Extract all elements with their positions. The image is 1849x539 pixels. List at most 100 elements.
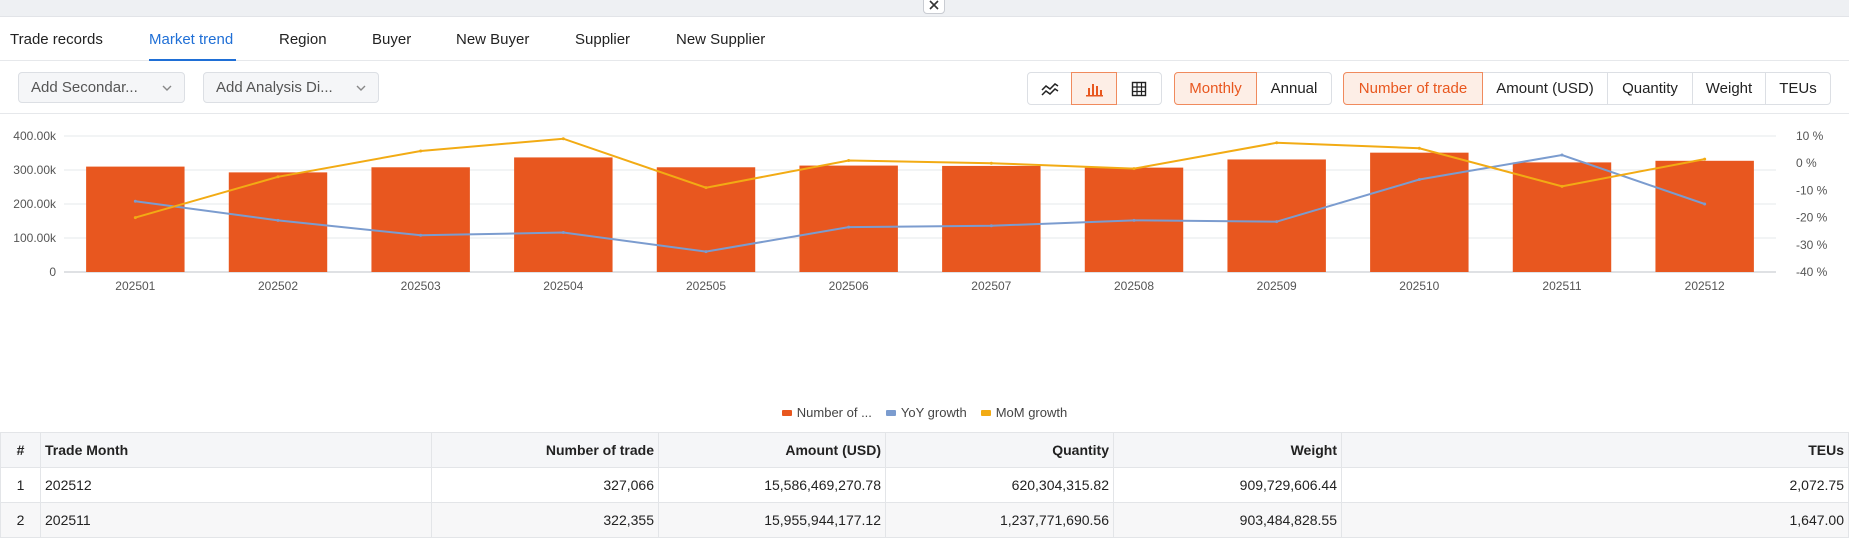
view-toggle-group <box>1027 72 1162 105</box>
table-row[interactable]: 1 202512 327,066 15,586,469,270.78 620,3… <box>0 467 1849 503</box>
collapse-button[interactable] <box>923 0 945 14</box>
point-yoy-growth <box>276 218 280 222</box>
x-axis-tick-label: 202512 <box>1685 279 1725 293</box>
close-icon <box>929 0 939 10</box>
teus-button[interactable]: TEUs <box>1765 72 1831 105</box>
left-axis-tick-label: 300.00k <box>13 163 57 177</box>
tab-region[interactable]: Region <box>279 31 327 48</box>
legend-swatch-mom <box>980 409 991 416</box>
x-axis-tick-label: 202501 <box>115 279 155 293</box>
tab-trade-records[interactable]: Trade records <box>10 31 103 48</box>
col-header-weight[interactable]: Weight <box>1113 432 1342 468</box>
line-mom-growth <box>135 137 1705 219</box>
analysis-dimension-select[interactable]: Add Analysis Di... <box>203 72 379 103</box>
legend-item-yoy[interactable]: YoY growth <box>885 405 967 420</box>
tab-supplier[interactable]: Supplier <box>575 31 631 48</box>
right-axis-tick-label: -10 % <box>1796 183 1828 197</box>
point-yoy-growth <box>561 231 565 235</box>
x-axis-tick-label: 202507 <box>971 279 1011 293</box>
bar-number-of-trade <box>656 167 756 272</box>
col-header-quantity[interactable]: Quantity <box>885 432 1114 468</box>
monthly-button[interactable]: Monthly <box>1174 72 1257 105</box>
trend-chart: 0 100.00k 200.00k 300.00k 400.00k -40 % -30 % -… <box>0 115 1849 430</box>
x-axis-tick-label: 202505 <box>686 279 726 293</box>
point-yoy-growth <box>1703 202 1707 206</box>
point-mom-growth <box>847 158 851 162</box>
table-grid-icon <box>1131 81 1147 96</box>
left-axis-tick-label: 200.00k <box>13 197 57 211</box>
right-axis-tick-label: 0 % <box>1796 156 1817 170</box>
legend-label-bar: Number of ... <box>796 405 872 420</box>
right-axis-tick-label: -30 % <box>1796 238 1828 252</box>
point-mom-growth <box>704 186 708 190</box>
cell-number-of-trade: 322,355 <box>431 502 659 538</box>
number-of-trade-button[interactable]: Number of trade <box>1343 72 1483 105</box>
bar-number-of-trade <box>1370 152 1469 272</box>
point-mom-growth <box>1560 184 1564 188</box>
bar-chart-view-button[interactable] <box>1071 72 1117 105</box>
line-chart-view-button[interactable] <box>1027 72 1072 105</box>
cell-quantity: 620,304,315.82 <box>885 467 1114 503</box>
col-header-teus[interactable]: TEUs <box>1341 432 1849 468</box>
x-axis-tick-label: 202503 <box>401 279 441 293</box>
col-header-number-of-trade[interactable]: Number of trade <box>431 432 659 468</box>
x-axis-tick-label: 202510 <box>1399 279 1439 293</box>
amount-usd-button[interactable]: Amount (USD) <box>1482 72 1608 105</box>
point-mom-growth <box>276 175 280 179</box>
bar-number-of-trade <box>514 157 613 272</box>
top-strip <box>0 0 1849 17</box>
point-mom-growth <box>1703 157 1707 161</box>
bar-chart-icon <box>1086 83 1103 96</box>
right-axis-tick-label: 10 % <box>1796 129 1824 143</box>
x-axis-tick-label: 202511 <box>1542 279 1581 293</box>
x-axis-tick-label: 202509 <box>1257 279 1297 293</box>
cell-quantity: 1,237,771,690.56 <box>885 502 1114 538</box>
bar-number-of-trade <box>799 165 898 272</box>
bar-number-of-trade <box>86 166 185 272</box>
legend-item-mom[interactable]: MoM growth <box>980 405 1067 420</box>
active-tab-indicator <box>149 59 236 61</box>
tab-new-supplier[interactable]: New Supplier <box>676 31 766 48</box>
tab-market-trend[interactable]: Market trend <box>149 31 234 48</box>
trend-chart-svg: 0 100.00k 200.00k 300.00k 400.00k -40 % -30 % -… <box>13 129 1828 293</box>
annual-button[interactable]: Annual <box>1256 72 1332 105</box>
point-mom-growth <box>133 216 137 220</box>
secondary-select-label: Add Secondar... <box>31 79 138 96</box>
legend-item-bar[interactable]: Number of ... <box>781 405 872 420</box>
tab-buyer[interactable]: Buyer <box>372 31 412 48</box>
legend-swatch-yoy <box>885 409 896 416</box>
point-mom-growth <box>419 149 423 153</box>
cell-index: 1 <box>0 467 41 503</box>
point-yoy-growth <box>704 250 708 254</box>
bar-number-of-trade <box>1227 159 1326 272</box>
tab-bar: Trade records Market trend Region Buyer … <box>0 17 1849 61</box>
trade-table: # Trade Month Number of trade Amount (US… <box>0 432 1849 538</box>
legend-label-yoy: YoY growth <box>900 405 967 420</box>
quantity-button[interactable]: Quantity <box>1607 72 1693 105</box>
bar-number-of-trade <box>228 172 328 272</box>
analysis-select-label: Add Analysis Di... <box>216 79 333 96</box>
metric-toggle-group: Number of trade Amount (USD) Quantity We… <box>1343 72 1831 105</box>
x-axis-tick-label: 202508 <box>1114 279 1154 293</box>
chevron-down-icon <box>162 85 172 91</box>
table-row[interactable]: 2 202511 322,355 15,955,944,177.12 1,237… <box>0 502 1849 538</box>
right-axis-tick-label: -40 % <box>1796 265 1828 279</box>
left-axis-tick-label: 100.00k <box>13 231 57 245</box>
tab-new-buyer[interactable]: New Buyer <box>456 31 530 48</box>
secondary-dimension-select[interactable]: Add Secondar... <box>18 72 185 103</box>
point-yoy-growth <box>419 233 423 237</box>
bar-number-of-trade <box>1655 160 1754 272</box>
bar-number-of-trade <box>371 167 470 272</box>
col-header-amount[interactable]: Amount (USD) <box>658 432 886 468</box>
weight-button[interactable]: Weight <box>1692 72 1766 105</box>
table-view-button[interactable] <box>1116 72 1162 105</box>
legend-swatch-bar <box>781 409 792 416</box>
point-yoy-growth <box>1560 153 1564 157</box>
x-axis-tick-label: 202506 <box>829 279 869 293</box>
point-mom-growth <box>1417 146 1421 150</box>
cell-amount: 15,955,944,177.12 <box>658 502 886 538</box>
col-header-trade-month[interactable]: Trade Month <box>40 432 432 468</box>
x-axis-tick-label: 202504 <box>543 279 583 293</box>
point-yoy-growth <box>1417 178 1421 182</box>
x-axis-tick-label: 202502 <box>258 279 298 293</box>
